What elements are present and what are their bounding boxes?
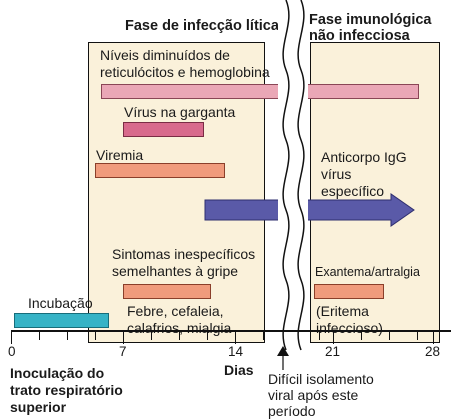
exanthema-label: Exantema/artralgia bbox=[315, 265, 420, 279]
flu-like-label-line2: semelhantes à gripe bbox=[112, 263, 239, 279]
incubation-label: Incubação bbox=[28, 295, 93, 311]
isolation-label-line2: viral após este bbox=[268, 387, 359, 403]
erythema-label-line2: infeccioso) bbox=[316, 320, 383, 336]
axis-tick-label: 28 bbox=[425, 344, 441, 359]
igg-label-line2: vírus bbox=[321, 166, 352, 182]
axis-break-line-right bbox=[297, 0, 305, 351]
axis-tick bbox=[417, 330, 418, 340]
axis-tick bbox=[95, 330, 96, 340]
axis-tick bbox=[207, 330, 208, 340]
igg-label-line3: específico bbox=[321, 183, 385, 199]
isolation-label-line3: período bbox=[268, 403, 316, 419]
exanthema-bar bbox=[314, 284, 384, 299]
viremia-label: Viremia bbox=[96, 147, 144, 163]
axis-label-days: Dias bbox=[224, 362, 254, 378]
inoculation-label-line1: Inoculação do bbox=[10, 365, 105, 381]
axis-tick bbox=[389, 330, 390, 340]
viremia-bar bbox=[95, 163, 225, 178]
axis-tick bbox=[433, 330, 434, 344]
axis-tick bbox=[361, 330, 362, 340]
axis-tick bbox=[235, 330, 236, 344]
inoculation-label-line2: trato respiratório bbox=[10, 382, 123, 398]
axis-tick bbox=[179, 330, 180, 340]
axis-tick-label: 0 bbox=[8, 344, 16, 359]
axis-tick bbox=[319, 330, 320, 340]
erythema-label-line1: (Eritema bbox=[316, 303, 369, 319]
igg-label-line1: Anticorpo IgG bbox=[321, 149, 407, 165]
reticulocytes-label-line2: reticulócitos e hemoglobina bbox=[100, 64, 270, 80]
isolation-label-line1: Difícil isolamento bbox=[268, 371, 374, 387]
reticulocytes-bar bbox=[101, 84, 419, 99]
reticulocytes-label-line1: Níveis diminuídos de bbox=[100, 47, 230, 63]
axis-break-line-left bbox=[282, 0, 290, 351]
incubation-bar bbox=[14, 313, 109, 328]
axis-tick-label: 21 bbox=[325, 344, 341, 359]
immune-phase-title: Fase imunológica bbox=[309, 12, 432, 28]
axis-tick bbox=[39, 330, 40, 340]
axis-tick bbox=[67, 330, 68, 340]
flu-like-label-line1: Sintomas inespecíficos bbox=[112, 246, 256, 262]
throat-virus-bar bbox=[123, 122, 204, 137]
axis-tick bbox=[151, 330, 152, 340]
lytic-phase-title: Fase de infecção lítica bbox=[125, 18, 279, 34]
immune-phase-subtitle: não infecciosa bbox=[309, 28, 410, 44]
throat-virus-label: Vírus na garganta bbox=[124, 104, 236, 120]
axis-tick-label: 7 bbox=[119, 344, 127, 359]
fever-label-line2: calafrios, mialgia bbox=[127, 320, 232, 336]
axis-tick-label: 14 bbox=[228, 344, 244, 359]
axis-tick bbox=[263, 330, 264, 340]
axis-tick bbox=[11, 330, 12, 344]
fever-label-line1: Febre, cefaleia, bbox=[127, 303, 224, 319]
axis-tick bbox=[333, 330, 334, 344]
time-axis bbox=[11, 330, 451, 332]
isolation-pointer bbox=[277, 346, 289, 356]
flu-like-symptoms-bar bbox=[123, 284, 211, 299]
igg-arrow bbox=[204, 193, 415, 227]
axis-tick bbox=[123, 330, 124, 344]
inoculation-label-line3: superior bbox=[10, 399, 67, 415]
